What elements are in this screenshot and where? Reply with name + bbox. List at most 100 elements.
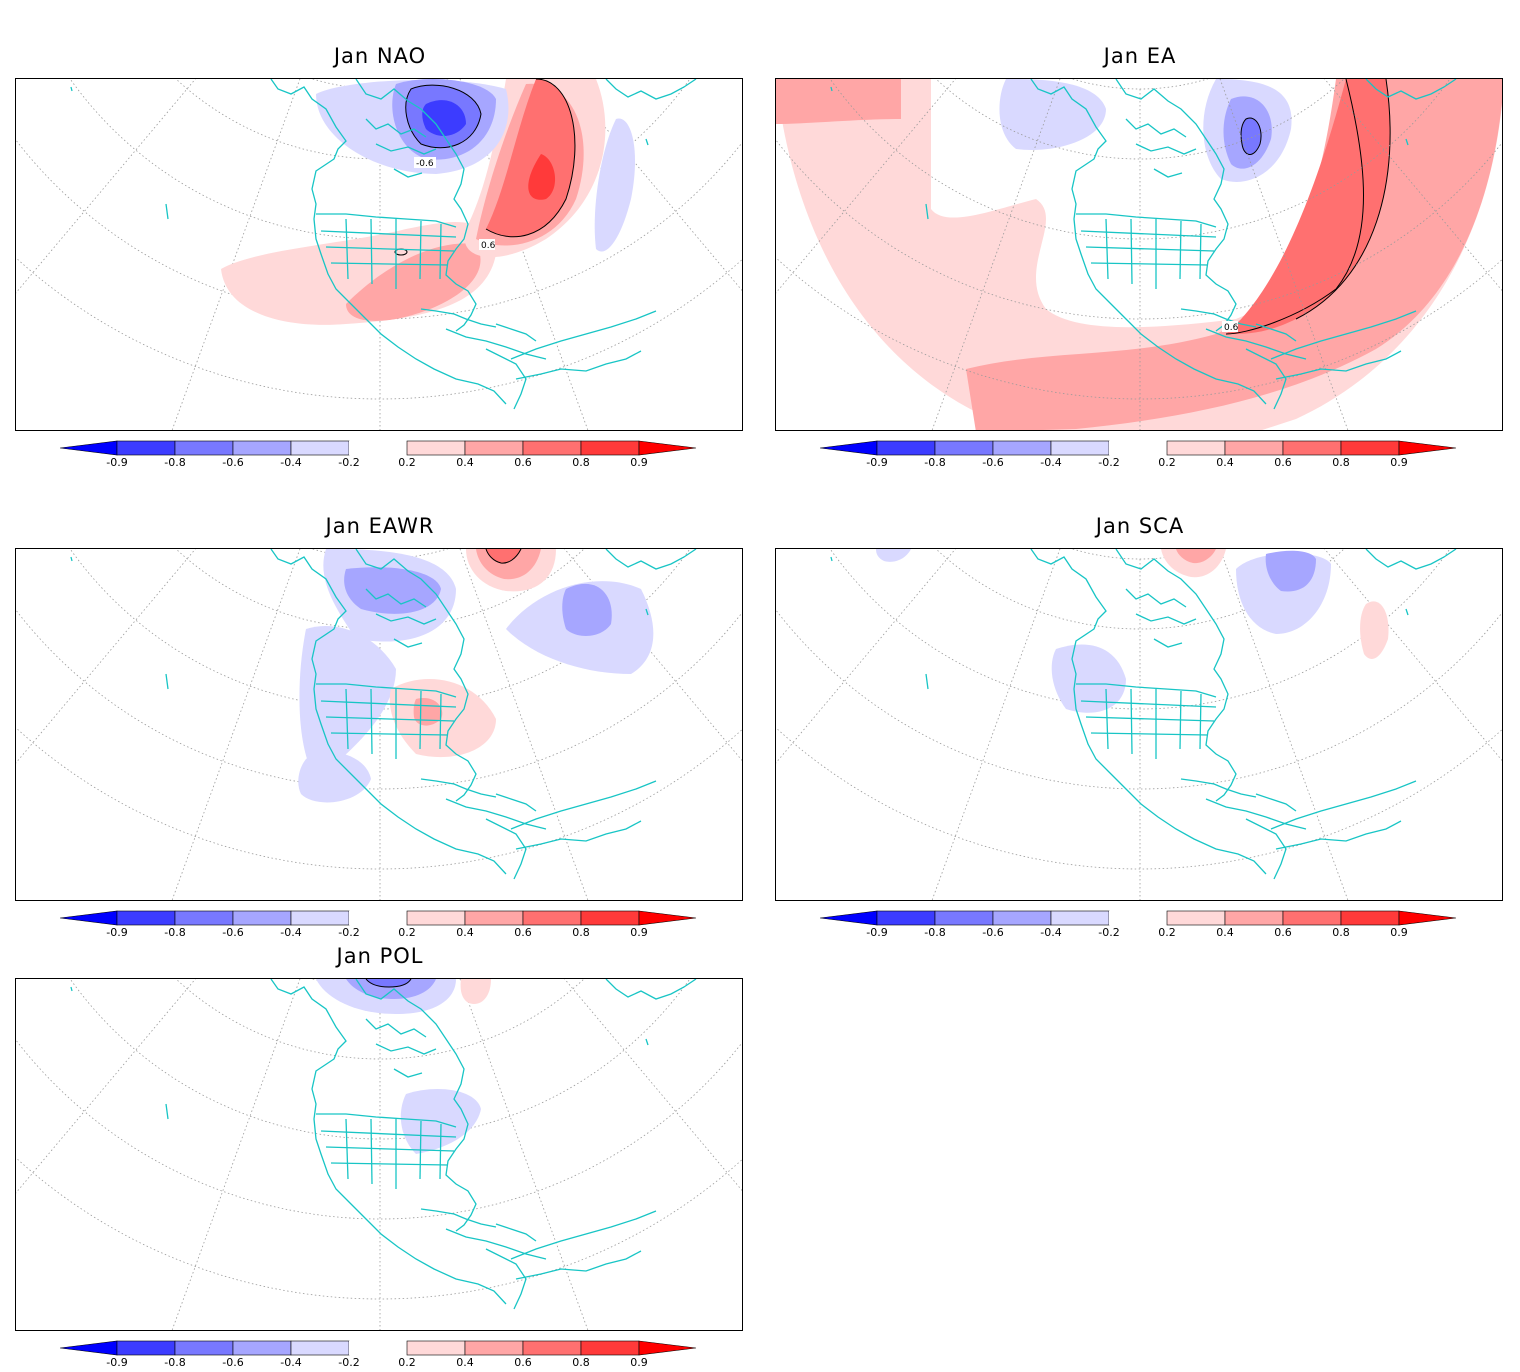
colorbar-label: 0.2: [398, 1356, 416, 1369]
colorbar-label: 0.2: [398, 926, 416, 939]
contours: [394, 79, 576, 256]
colorbar: -0.9 -0.8 -0.6 -0.4 -0.2 0.2 0.4 0.6 0.8 0.9: [60, 440, 702, 472]
panel-title: Jan SCA: [1095, 514, 1185, 538]
colorbar-scale: [60, 1340, 697, 1356]
colorbar-label: -0.2: [338, 1356, 360, 1369]
shading: [221, 79, 636, 325]
colorbar-label: 0.8: [1332, 926, 1350, 939]
contour-label: 0.6: [481, 241, 496, 251]
map-frame: [775, 548, 1503, 901]
colorbar-label: 0.8: [572, 1356, 590, 1369]
colorbar-label: 0.9: [1390, 926, 1408, 939]
coastline: [830, 79, 1457, 410]
coastline: [70, 979, 697, 1310]
contours: [485, 549, 522, 564]
colorbar-label: -0.9: [106, 1356, 128, 1369]
sca-map: [776, 549, 1502, 900]
panel-title: Jan EAWR: [325, 514, 435, 538]
colorbar: -0.9 -0.8 -0.6 -0.4 -0.2 0.2 0.4 0.6 0.8 0.9: [60, 910, 702, 942]
colorbar-label: 0.2: [1158, 926, 1176, 939]
colorbar-label: 0.4: [456, 926, 474, 939]
nao-map: -0.6 0.6: [16, 79, 742, 430]
map-frame: 0.6: [775, 78, 1503, 431]
colorbar-label: 0.9: [630, 1356, 648, 1369]
coastline: [70, 549, 697, 880]
panel-ea: Jan EA 0.6: [760, 0, 1520, 470]
panel-nao: Jan NAO: [0, 0, 760, 470]
colorbar-scale: [60, 440, 697, 456]
map-frame: [15, 548, 743, 901]
colorbar-label: -0.6: [982, 456, 1004, 469]
map-frame: -0.6 0.6: [15, 78, 743, 431]
contour-labels: -0.6 0.6: [414, 157, 496, 251]
shading: [316, 979, 491, 1154]
colorbar: -0.9 -0.8 -0.6 -0.4 -0.2 0.2 0.4 0.6 0.8 0.9: [820, 910, 1462, 942]
colorbar-label: -0.4: [1040, 456, 1062, 469]
panel-pol: Jan POL -0.9 -0.8 -0.6 -0.4 -0.2 0.2 0.4 0.6 0.8…: [0, 900, 760, 1370]
colorbar-label: 0.6: [514, 926, 532, 939]
shading: [776, 79, 1502, 430]
coastline: [70, 79, 697, 410]
contour-label: 0.6: [1224, 323, 1239, 333]
shading: [876, 549, 1389, 713]
colorbar-label: -0.8: [164, 926, 186, 939]
contour-label: -0.6: [416, 159, 434, 169]
colorbar-label: 0.9: [630, 456, 648, 469]
colorbar-label: -0.9: [106, 926, 128, 939]
colorbar-scale: [820, 910, 1457, 926]
graticule: [776, 79, 1502, 430]
colorbar-label: -0.9: [866, 926, 888, 939]
panel-title: Jan EA: [1103, 44, 1177, 68]
graticule: [776, 549, 1502, 900]
colorbar-label: -0.8: [164, 1356, 186, 1369]
colorbar-label: -0.2: [338, 456, 360, 469]
pol-map: [16, 979, 742, 1330]
colorbar-label: 0.6: [1274, 926, 1292, 939]
ea-map: 0.6: [776, 79, 1502, 430]
colorbar-label: 0.8: [1332, 456, 1350, 469]
colorbar-label: -0.4: [280, 1356, 302, 1369]
colorbar-label: 0.4: [1216, 926, 1234, 939]
colorbar-label: 0.6: [514, 456, 532, 469]
colorbar-label: 0.4: [456, 456, 474, 469]
graticule: [16, 979, 742, 1330]
panel-sca: Jan SCA -0.9 -0.8 -0.6 -0.4 -0.2 0.2 0.4 0.6 0.8…: [760, 470, 1520, 940]
colorbar-label: 0.9: [1390, 456, 1408, 469]
contour-labels: 0.6: [1222, 321, 1239, 333]
colorbar-label: 0.2: [398, 456, 416, 469]
colorbar-label: -0.2: [1098, 456, 1120, 469]
colorbar-label: 0.2: [1158, 456, 1176, 469]
map-frame: [15, 978, 743, 1331]
colorbar-label: 0.4: [1216, 456, 1234, 469]
colorbar-label: -0.4: [280, 926, 302, 939]
colorbar-label: -0.4: [1040, 926, 1062, 939]
coastline: [830, 549, 1457, 880]
colorbar-label: 0.8: [572, 926, 590, 939]
contours: [365, 979, 412, 988]
colorbar-label: 0.4: [456, 1356, 474, 1369]
colorbar-label: 0.8: [572, 456, 590, 469]
panel-eawr: Jan EAWR -0.9 -0.8 -0.6 -0.4 -0.2 0.2: [0, 470, 760, 940]
colorbar-label: -0.2: [1098, 926, 1120, 939]
colorbar-label: -0.8: [924, 926, 946, 939]
colorbar-label: 0.9: [630, 926, 648, 939]
colorbar-label: -0.6: [222, 456, 244, 469]
colorbar-scale: [60, 910, 697, 926]
colorbar: -0.9 -0.8 -0.6 -0.4 -0.2 0.2 0.4 0.6 0.8 0.9: [60, 1340, 702, 1372]
panel-title: Jan NAO: [333, 44, 427, 68]
eawr-map: [16, 549, 742, 900]
colorbar-label: 0.6: [1274, 456, 1292, 469]
colorbar-label: -0.8: [924, 456, 946, 469]
colorbar-label: -0.8: [164, 456, 186, 469]
colorbar-label: -0.9: [866, 456, 888, 469]
colorbar-label: -0.9: [106, 456, 128, 469]
colorbar-label: -0.2: [338, 926, 360, 939]
colorbar: -0.9 -0.8 -0.6 -0.4 -0.2 0.2 0.4 0.6 0.8 0.9: [820, 440, 1462, 472]
colorbar-scale: [820, 440, 1457, 456]
colorbar-label: -0.6: [222, 926, 244, 939]
colorbar-label: -0.6: [982, 926, 1004, 939]
colorbar-label: -0.6: [222, 1356, 244, 1369]
colorbar-label: 0.6: [514, 1356, 532, 1369]
panel-title: Jan POL: [336, 944, 424, 968]
contours: [1225, 79, 1391, 335]
